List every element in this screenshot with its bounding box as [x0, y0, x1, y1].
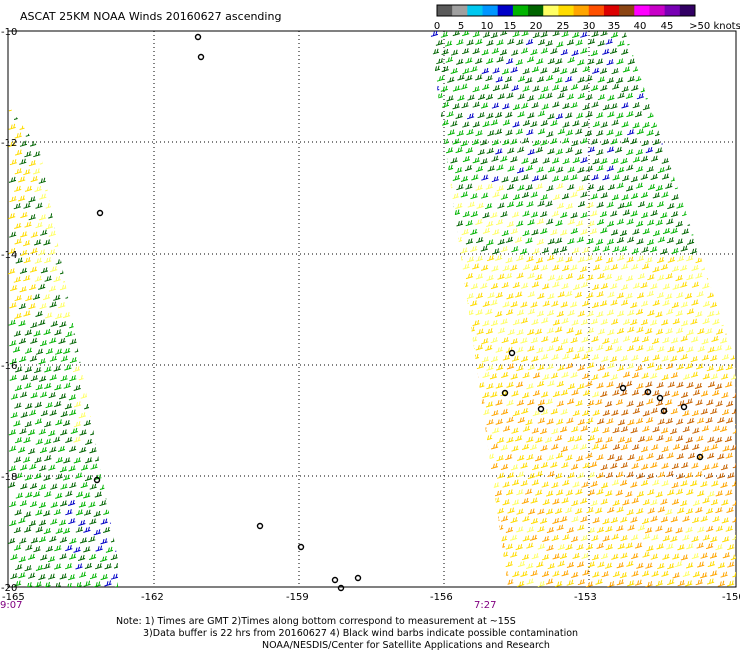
legend-tick-label: 15: [504, 21, 517, 32]
legend-swatch: [543, 5, 559, 16]
note-line-2: 3)Data buffer is 22 hrs from 20160627 4)…: [143, 628, 578, 639]
legend-tick-label: 5: [458, 21, 464, 32]
map-title: ASCAT 25KM NOAA Winds 20160627 ascending: [20, 10, 281, 23]
lat-label: -14: [1, 250, 17, 261]
island-outline: [93, 476, 101, 484]
island-outline: [660, 407, 668, 415]
island-outlines: [93, 33, 704, 592]
legend-swatch: [634, 5, 650, 16]
lat-label: -10: [1, 27, 17, 38]
island-outline: [508, 349, 516, 357]
island-outline: [696, 453, 704, 461]
island-outline: [194, 33, 202, 41]
legend-swatch: [528, 5, 544, 16]
island-outline: [501, 389, 509, 397]
legend-swatch: [664, 5, 681, 16]
legend-swatch: [679, 5, 696, 16]
lon-label: -150: [722, 592, 740, 603]
legend-tick-label: 0: [434, 21, 440, 32]
lat-label: -16: [1, 361, 17, 372]
legend-swatch: [573, 5, 590, 16]
island-outline: [644, 388, 652, 396]
note-line-3: NOAA/NESDIS/Center for Satellite Applica…: [262, 640, 550, 650]
wind-barbs: [8, 319, 118, 587]
legend-swatch: [649, 5, 666, 16]
longitude-labels: -165 -162 -159 -156 -153 -150: [2, 592, 740, 603]
wind-barbs: [65, 499, 118, 587]
island-outline: [96, 209, 104, 217]
legend-swatch: [512, 5, 529, 16]
wind-barbs: [8, 105, 118, 587]
wind-barbs: [597, 380, 736, 480]
island-outline: [197, 53, 205, 61]
pass-time-right: 7:27: [474, 600, 496, 611]
wind-barbs: [430, 362, 736, 587]
legend-tick-label: 20: [530, 21, 543, 32]
speed-legend: 0 5 10 15 20 25 30 35 40 45 >50 knots: [434, 4, 740, 32]
island-outline: [256, 522, 264, 530]
legend-tick-label: >50 knots: [689, 21, 740, 32]
island-outline: [354, 574, 362, 582]
legend-swatch: [497, 5, 514, 16]
lat-label: -20: [1, 583, 17, 594]
legend-swatch: [482, 5, 499, 16]
legend-swatch: [437, 5, 453, 16]
island-outline: [331, 576, 339, 584]
swath: [8, 105, 118, 587]
lat-label: -12: [1, 138, 17, 149]
wind-barbs: [430, 182, 736, 587]
legend-border: [436, 4, 696, 17]
legend-swatch: [603, 5, 620, 16]
legend-swatch: [619, 5, 635, 16]
lat-label: -18: [1, 472, 17, 483]
note-line-1: Note: 1) Times are GMT 2)Times along bot…: [116, 616, 516, 627]
legend-tick-label: 40: [634, 21, 647, 32]
legend-swatch: [588, 5, 605, 16]
pass-time-left: 9:07: [0, 600, 22, 611]
island-outline: [337, 584, 345, 592]
island-outline: [656, 394, 664, 402]
swath: [430, 31, 736, 587]
legend-swatch: [467, 5, 484, 16]
legend-tick-label: 45: [661, 21, 674, 32]
lon-label: -153: [574, 592, 597, 603]
lon-label: -162: [141, 592, 164, 603]
island-outline: [297, 543, 305, 551]
legend-swatch: [558, 5, 575, 16]
legend-tick-label: 25: [557, 21, 570, 32]
island-outline: [619, 384, 627, 392]
legend-tick-label: 35: [608, 21, 621, 32]
plot-frame: [7, 30, 737, 588]
wind-barbs: [430, 254, 736, 587]
lon-label: -159: [286, 592, 309, 603]
lon-label: -156: [430, 592, 453, 603]
wind-barbs: [32, 105, 118, 453]
island-outline: [680, 403, 688, 411]
latitude-labels: -10 -12 -14 -16 -18 -20: [1, 27, 17, 594]
wind-swaths: [8, 31, 736, 587]
legend-tick-label: 30: [583, 21, 596, 32]
legend-swatch: [452, 5, 468, 16]
lon-label: -165: [2, 592, 25, 603]
legend-tick-label: 10: [481, 21, 494, 32]
island-outline: [537, 405, 545, 413]
